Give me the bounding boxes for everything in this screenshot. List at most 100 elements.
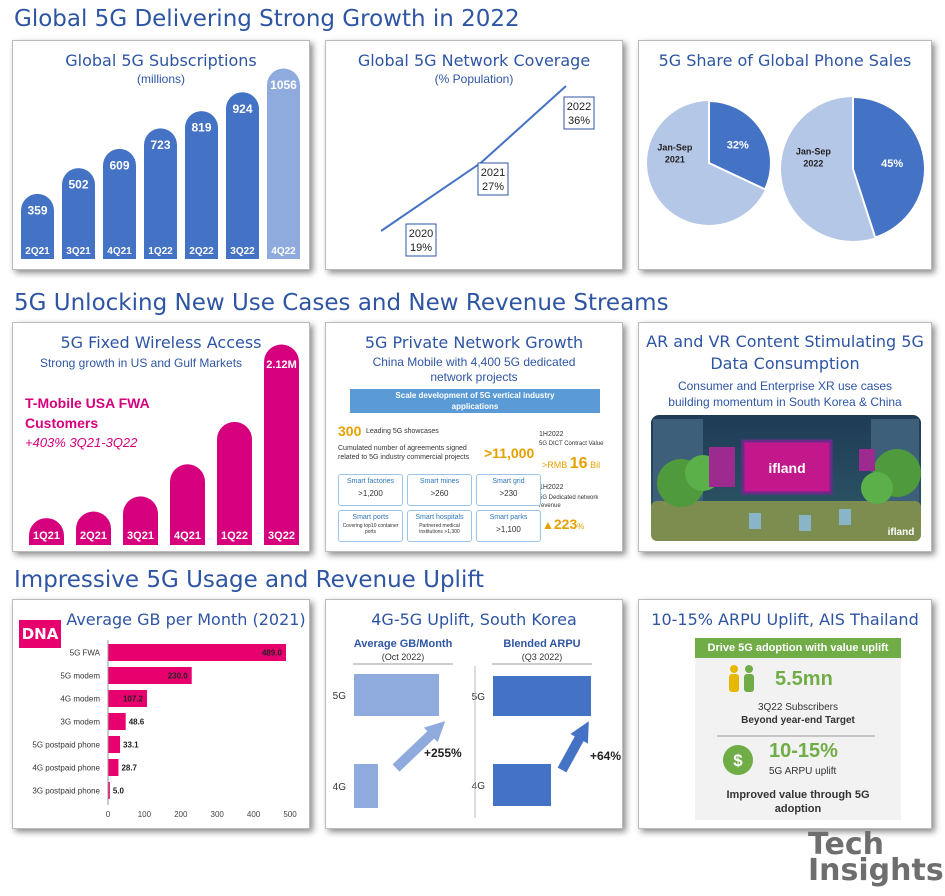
fwa-bar bbox=[76, 511, 111, 545]
arvr-title-line1: AR and VR Content Stimulating 5G bbox=[646, 332, 924, 351]
subs-category-label: 1Q22 bbox=[148, 246, 173, 257]
dna-bar bbox=[108, 782, 110, 799]
fwa-panel: 5G Fixed Wireless Access Strong growth i… bbox=[12, 322, 310, 552]
dna-value-label: 489.0 bbox=[262, 649, 283, 658]
logo-line2: Insights bbox=[808, 853, 944, 888]
industry-cell-title: Smart factories bbox=[346, 478, 395, 485]
industry-cell-value: >1,200 bbox=[358, 489, 383, 498]
korea-bar bbox=[354, 674, 439, 716]
section-title-usage: Impressive 5G Usage and Revenue Uplift bbox=[14, 567, 485, 593]
fwa-chart: 1Q21 2Q21 3Q21 4Q21 1Q22 3Q22 2.12M bbox=[29, 344, 299, 545]
subs-value-label: 1056 bbox=[270, 78, 297, 92]
pie-slice bbox=[852, 95, 926, 239]
contract-number: 16 bbox=[569, 455, 588, 472]
revenue-period: 1H2022 bbox=[539, 484, 564, 491]
korea-category-label: 4G bbox=[472, 781, 486, 792]
section-title-growth: Global 5G Delivering Strong Growth in 20… bbox=[14, 6, 520, 32]
scene-screen-text: ifland bbox=[768, 460, 805, 476]
subs-value-label: 502 bbox=[68, 178, 88, 192]
showcases-text: Leading 5G showcases bbox=[366, 428, 439, 435]
showcases-number: 300 bbox=[338, 423, 362, 439]
subs-value-label: 819 bbox=[191, 121, 211, 135]
fwa-category-label: 1Q22 bbox=[221, 530, 248, 542]
ais-subscribers-line1: 3Q22 Subscribers bbox=[757, 702, 839, 713]
private-network-banner: Scale development of 5G vertical industr… bbox=[350, 389, 600, 413]
ais-banner: Drive 5G adoption with value uplift bbox=[695, 638, 901, 658]
logo-line1: Tech bbox=[808, 827, 884, 862]
coverage-subtitle: (% Population) bbox=[434, 72, 514, 86]
coverage-label-box bbox=[563, 96, 595, 130]
section-title-use-cases: 5G Unlocking New Use Cases and New Reven… bbox=[14, 290, 669, 316]
dna-chart: 5G FWA 489.0 5G modem 230.0 4G modem 107.2 3G … bbox=[32, 640, 297, 819]
korea-bar bbox=[493, 676, 591, 716]
coverage-value-label: 36% bbox=[568, 115, 590, 127]
fwa-category-label: 3Q22 bbox=[268, 530, 295, 542]
dna-bar bbox=[108, 667, 192, 684]
dna-category-label: 3G modem bbox=[60, 718, 100, 727]
dna-bar bbox=[108, 690, 148, 707]
coverage-year-label: 2022 bbox=[567, 101, 591, 113]
dna-panel: DNA Average GB per Month (2021) 5G FWA 48… bbox=[12, 599, 310, 829]
fwa-top-label: 2.12M bbox=[266, 359, 297, 371]
contract-label: 5G DICT Contract Value bbox=[539, 441, 604, 447]
subs-bar bbox=[226, 92, 259, 259]
korea-bar bbox=[493, 764, 551, 806]
subscriptions-chart: 359 2Q21 502 3Q21 609 4Q21 723 1Q22 819 2Q22 924 3Q… bbox=[21, 68, 300, 259]
subs-bar bbox=[144, 128, 177, 259]
scene-corner-logo: ifland bbox=[888, 527, 915, 538]
dna-logo: DNA bbox=[19, 620, 61, 648]
subs-category-label: 3Q22 bbox=[230, 246, 255, 257]
dna-bar bbox=[108, 759, 119, 776]
dna-bar bbox=[108, 713, 126, 730]
korea-bar bbox=[354, 764, 378, 808]
revenue-unit: % bbox=[577, 522, 585, 531]
dollar-symbol: $ bbox=[733, 751, 743, 770]
fwa-annotation: T-Mobile USA FWA Customers +403% 3Q21-3Q… bbox=[25, 393, 150, 453]
subs-value-label: 359 bbox=[27, 203, 47, 217]
arvr-subtitle-line2: building momentum in South Korea & China bbox=[668, 395, 902, 409]
korea-chart: Average GB/Month (Oct 2022) 5G 4G +255% Blend… bbox=[333, 638, 621, 818]
ais-subscribers-line2: Beyond year-end Target bbox=[741, 715, 855, 726]
dna-category-label: 4G postpaid phone bbox=[32, 764, 100, 773]
subs-category-label: 4Q21 bbox=[107, 246, 132, 257]
ais-panel: 10-15% ARPU Uplift, AIS Thailand Drive 5… bbox=[638, 599, 932, 829]
industry-cell: Smart parks >1,100 bbox=[476, 510, 541, 542]
fwa-category-label: 3Q21 bbox=[127, 530, 154, 542]
dna-category-label: 3G postpaid phone bbox=[32, 787, 100, 796]
pie-period-label: Jan-Sep bbox=[796, 147, 832, 157]
korea-panel: 4G-5G Uplift, South Korea Average GB/Mon… bbox=[325, 599, 623, 829]
coverage-label-box bbox=[477, 162, 509, 196]
korea-title: 4G-5G Uplift, South Korea bbox=[371, 610, 577, 629]
korea-uplift-label: +255% bbox=[424, 746, 462, 760]
coverage-year-label: 2020 bbox=[409, 228, 433, 240]
dna-value-label: 107.2 bbox=[123, 695, 144, 704]
arvr-subtitle: Consumer and Enterprise XR use cases bui… bbox=[639, 378, 931, 410]
industry-cell-note: Covering top10 container ports bbox=[342, 523, 399, 535]
industry-cell-note: Partnered medical institutions >1,300 bbox=[419, 523, 460, 535]
coverage-title: Global 5G Network Coverage bbox=[357, 51, 591, 70]
industry-cell-title: Smart ports bbox=[352, 514, 389, 521]
industry-cell: Smart grid >230 bbox=[476, 474, 541, 506]
dna-bar bbox=[108, 644, 286, 661]
subs-category-label: 4Q22 bbox=[271, 246, 296, 257]
industry-cell-title: Smart mines bbox=[419, 478, 460, 485]
dna-x-tick: 500 bbox=[283, 810, 297, 819]
industry-cell-title: Smart parks bbox=[489, 514, 528, 521]
korea-category-label: 4G bbox=[333, 782, 347, 793]
ais-arpu-label: 5G ARPU uplift bbox=[769, 766, 837, 777]
subs-bar bbox=[21, 193, 54, 259]
scene-tree-right-2 bbox=[861, 472, 893, 504]
arvr-subtitle-line1: Consumer and Enterprise XR use cases bbox=[677, 379, 893, 393]
fwa-category-label: 4Q21 bbox=[174, 530, 201, 542]
scene-chair-1 bbox=[749, 513, 761, 529]
korea-category-label: 5G bbox=[333, 691, 347, 702]
contract-period: 1H2022 bbox=[539, 431, 564, 438]
fwa-bar bbox=[217, 421, 252, 545]
korea-group-name: Average GB/Month bbox=[354, 638, 453, 650]
dna-value-label: 5.0 bbox=[113, 787, 125, 796]
dna-value-label: 48.6 bbox=[129, 718, 145, 727]
scene-side-screen-left bbox=[709, 447, 735, 487]
korea-category-label: 5G bbox=[472, 692, 486, 703]
arvr-panel: AR and VR Content Stimulating 5G Data Co… bbox=[638, 322, 932, 552]
agreements-number: >11,000 bbox=[484, 445, 535, 461]
